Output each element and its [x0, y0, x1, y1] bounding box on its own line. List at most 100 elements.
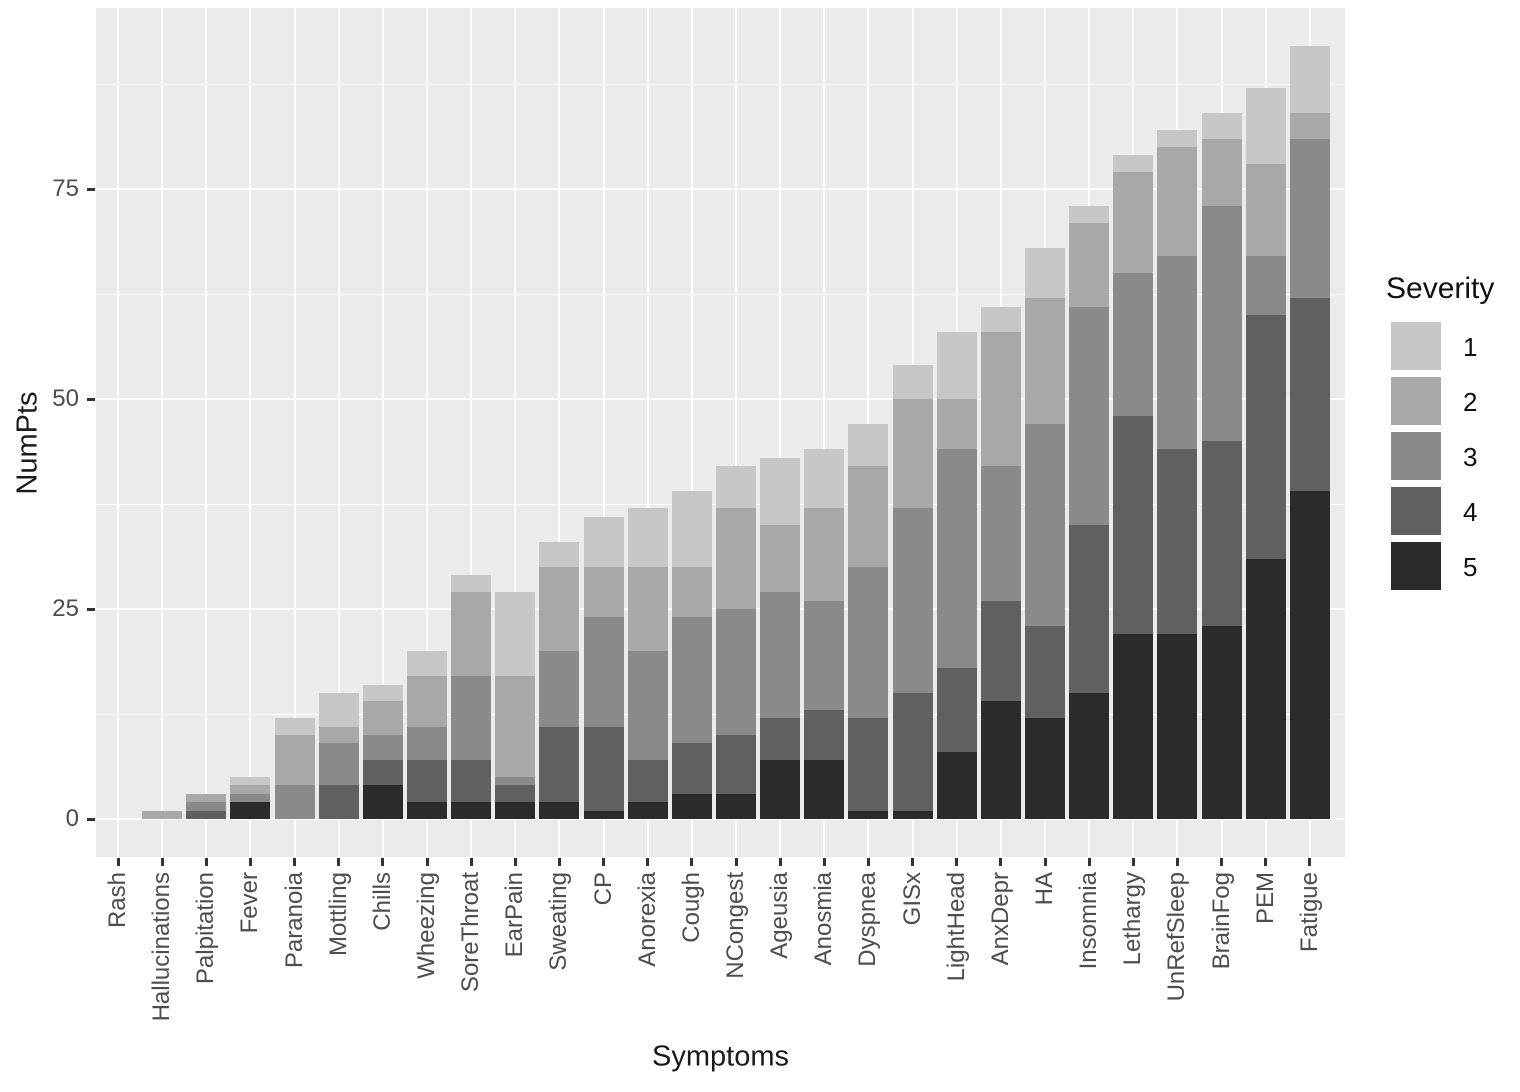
- bar-GISx-severity-2: [892, 399, 933, 509]
- bar-UnRefSleep-severity-2: [1157, 147, 1198, 257]
- bar-UnRefSleep-severity-3: [1157, 256, 1198, 450]
- x-axis-title: Symptoms: [652, 1040, 789, 1073]
- bar-Mottling: [318, 693, 359, 819]
- bar-Lethargy-severity-4: [1113, 415, 1154, 635]
- bar-AnxDepr-severity-5: [980, 701, 1021, 819]
- minor-gridline: [96, 83, 1345, 85]
- bar-Cough-severity-1: [671, 491, 712, 567]
- bar-Fatigue: [1289, 46, 1330, 819]
- bar-Fever-severity-5: [230, 802, 271, 819]
- bar-UnRefSleep-severity-4: [1157, 449, 1198, 635]
- bar-Ageusia: [760, 457, 801, 819]
- bar-Fever-severity-3: [230, 793, 271, 803]
- bar-BrainFog: [1201, 113, 1242, 819]
- bar-EarPain-severity-5: [495, 802, 536, 819]
- bar-BrainFog-severity-2: [1201, 138, 1242, 206]
- bar-Sweating-severity-2: [539, 566, 580, 651]
- bar-Paranoia-severity-1: [274, 718, 315, 735]
- x-tick-label-Wheezing: Wheezing: [413, 872, 440, 979]
- x-tick-label-CP: CP: [589, 872, 617, 906]
- x-tick-mark: [822, 858, 826, 866]
- bar-Chills-severity-4: [362, 760, 403, 786]
- y-tick-mark: [87, 397, 95, 401]
- bar-EarPain-severity-1: [495, 592, 536, 677]
- bar-AnxDepr-severity-2: [980, 331, 1021, 467]
- major-gridline: [96, 188, 1345, 190]
- bar-NCongest-severity-3: [716, 608, 756, 735]
- bar-Palpitation-severity-3: [186, 802, 227, 811]
- bar-CP-severity-1: [583, 516, 624, 567]
- bar-Chills-severity-3: [362, 735, 403, 761]
- x-gridline: [779, 8, 782, 857]
- bar-Mottling-severity-3: [318, 743, 359, 786]
- x-tick-mark: [866, 858, 870, 866]
- bar-Fever: [230, 777, 271, 819]
- x-gridline: [602, 8, 605, 857]
- y-tick-mark: [87, 187, 95, 191]
- y-tick-label: 0: [65, 805, 79, 832]
- bar-PEM-severity-5: [1245, 558, 1286, 819]
- bar-Lethargy-severity-1: [1113, 155, 1154, 173]
- x-tick-label-Mottling: Mottling: [324, 872, 352, 957]
- x-gridline: [514, 8, 517, 857]
- bar-LightHead-severity-1: [936, 331, 977, 399]
- bar-BrainFog-severity-1: [1201, 113, 1242, 139]
- bar-CP-severity-5: [583, 810, 624, 819]
- legend-swatch-severity-5: [1391, 542, 1441, 590]
- x-tick-mark: [1131, 858, 1135, 866]
- bar-Chills: [362, 684, 403, 819]
- bar-EarPain-severity-3: [495, 777, 536, 786]
- x-tick-label-HA: HA: [1031, 872, 1058, 906]
- bar-Fatigue-severity-3: [1289, 138, 1330, 299]
- bar-Dyspnea-severity-3: [848, 567, 889, 719]
- bar-LightHead-severity-4: [936, 667, 977, 752]
- x-tick-label-UnRefSleep: UnRefSleep: [1163, 872, 1191, 1002]
- x-tick-mark: [1175, 858, 1179, 866]
- bar-Insomnia-severity-4: [1069, 524, 1110, 693]
- major-gridline: [96, 818, 1345, 820]
- bar-Paranoia-severity-2: [274, 735, 315, 786]
- bar-Chills-severity-5: [362, 785, 403, 819]
- bar-Insomnia-severity-2: [1069, 222, 1110, 307]
- x-tick-label-NCongest: NCongest: [722, 872, 749, 979]
- x-tick-mark: [1308, 858, 1312, 866]
- legend-swatch-severity-1: [1391, 322, 1441, 370]
- bar-Fatigue-severity-5: [1289, 491, 1330, 819]
- x-gridline: [337, 8, 340, 857]
- x-gridline: [735, 8, 737, 857]
- bar-Hallucinations-severity-2: [142, 810, 183, 819]
- bar-Anosmia-severity-3: [804, 600, 845, 710]
- bar-Sweating-severity-4: [539, 726, 580, 803]
- bar-Anorexia-severity-3: [627, 651, 668, 761]
- bar-GISx-severity-4: [892, 693, 933, 811]
- x-tick-label-Chills: Chills: [368, 872, 396, 931]
- bar-SoreThroat-severity-3: [451, 676, 492, 761]
- bar-Insomnia-severity-3: [1069, 306, 1110, 525]
- bar-Cough-severity-2: [671, 567, 712, 618]
- bar-Anosmia-severity-2: [804, 508, 845, 601]
- x-tick-label-Dyspnea: Dyspnea: [854, 872, 882, 967]
- x-tick-mark: [734, 858, 738, 866]
- x-gridline: [646, 8, 649, 857]
- bar-Palpitation-severity-4: [186, 810, 227, 819]
- bar-LightHead-severity-3: [936, 449, 977, 668]
- bar-EarPain: [495, 592, 536, 819]
- bar-PEM-severity-4: [1245, 315, 1286, 559]
- x-tick-mark: [116, 858, 120, 866]
- x-tick-label-Lethargy: Lethargy: [1119, 872, 1147, 966]
- bar-BrainFog-severity-4: [1201, 441, 1242, 626]
- plot-panel: [96, 8, 1345, 857]
- bar-Ageusia-severity-5: [760, 760, 801, 819]
- x-gridline: [558, 8, 561, 857]
- bar-Ageusia-severity-1: [760, 457, 801, 525]
- x-tick-mark: [337, 858, 341, 866]
- bar-LightHead: [936, 331, 977, 819]
- bar-HA: [1025, 247, 1065, 819]
- bar-NCongest-severity-1: [716, 466, 756, 509]
- bar-Wheezing-severity-5: [407, 802, 447, 819]
- bar-Cough-severity-3: [671, 617, 712, 744]
- x-tick-label-AnxDepr: AnxDepr: [986, 872, 1014, 966]
- bar-PEM-severity-3: [1245, 256, 1286, 315]
- bar-GISx-severity-5: [892, 810, 933, 819]
- bar-HA-severity-5: [1025, 718, 1065, 819]
